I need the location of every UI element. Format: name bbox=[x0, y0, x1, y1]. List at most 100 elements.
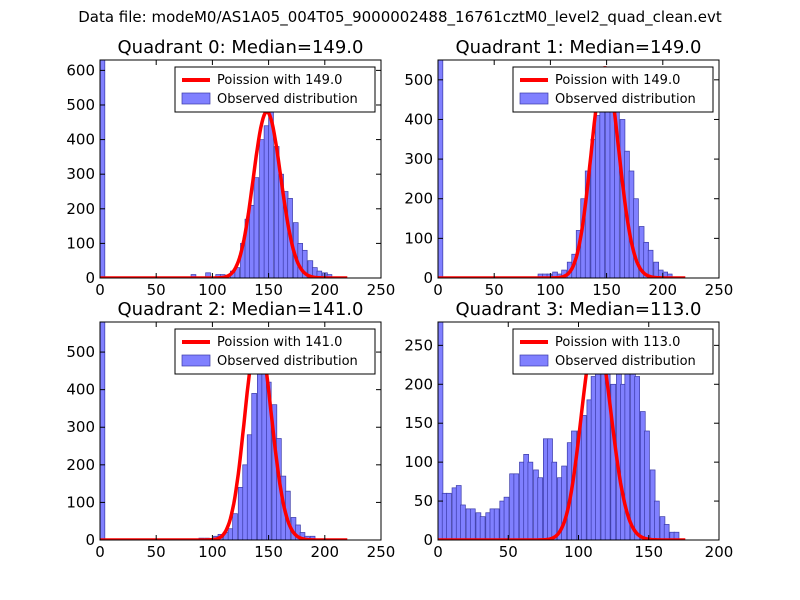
y-tick-label: 500 bbox=[66, 343, 95, 361]
histogram-bar bbox=[460, 504, 466, 540]
histogram-bar bbox=[503, 496, 510, 540]
y-tick-label: 200 bbox=[404, 375, 433, 393]
x-tick-label: 100 bbox=[564, 543, 593, 561]
histogram-bar bbox=[644, 430, 650, 540]
histogram-bar bbox=[249, 204, 255, 278]
histogram-bar bbox=[253, 177, 260, 278]
y-tick-label: 500 bbox=[66, 96, 95, 114]
legend-bar-swatch bbox=[519, 92, 549, 105]
y-tick-label: 0 bbox=[423, 531, 433, 549]
x-tick-label: 0 bbox=[433, 543, 443, 561]
y-tick-label: 500 bbox=[404, 71, 433, 89]
legend-box bbox=[512, 66, 714, 113]
y-tick-label: 100 bbox=[404, 229, 433, 247]
x-tick-label: 50 bbox=[147, 281, 166, 299]
poisson-curve bbox=[100, 110, 348, 278]
x-tick-label: 100 bbox=[198, 281, 227, 299]
histogram-bar bbox=[537, 477, 544, 540]
histogram-bar bbox=[666, 273, 673, 278]
histogram-bar bbox=[551, 461, 558, 540]
y-tick-label: 0 bbox=[85, 531, 95, 549]
axes-frame bbox=[99, 321, 382, 541]
histogram-bar bbox=[663, 524, 670, 540]
histogram-bar bbox=[100, 60, 106, 278]
y-tick-label: 400 bbox=[66, 131, 95, 149]
histogram-bar bbox=[633, 198, 639, 278]
figure-title: Data file: modeM0/AS1A05_004T05_90000024… bbox=[78, 8, 722, 26]
y-tick-label: 50 bbox=[414, 492, 433, 510]
plot-title: Quadrant 0: Median=149.0 bbox=[118, 37, 364, 58]
histogram-bar bbox=[513, 473, 520, 540]
histogram-bar bbox=[599, 95, 606, 278]
histogram-bar bbox=[673, 531, 680, 540]
x-tick-label: 250 bbox=[367, 281, 396, 299]
x-tick-label: 50 bbox=[485, 281, 504, 299]
legend-label-observed: Observed distribution bbox=[217, 92, 358, 107]
y-tick-label: 300 bbox=[404, 150, 433, 168]
y-tick-label: 200 bbox=[66, 200, 95, 218]
legend-box bbox=[174, 328, 376, 375]
x-tick-label: 250 bbox=[367, 543, 396, 561]
legend-label-poisson: Poission with 113.0 bbox=[555, 335, 680, 350]
histogram-bar bbox=[257, 362, 263, 540]
y-tick-label: 0 bbox=[85, 269, 95, 287]
histogram-bar bbox=[527, 461, 534, 540]
histogram-bar bbox=[595, 345, 601, 540]
plot-title: Quadrant 1: Median=149.0 bbox=[456, 37, 702, 58]
x-tick-label: 200 bbox=[705, 543, 734, 561]
y-tick-label: 250 bbox=[404, 336, 433, 354]
legend-bar-swatch bbox=[181, 354, 211, 367]
histogram-bar bbox=[237, 487, 244, 540]
legend-label-poisson: Poission with 149.0 bbox=[555, 73, 680, 88]
histogram-bar bbox=[647, 249, 654, 278]
histogram-bar bbox=[246, 434, 253, 540]
legend-box bbox=[512, 328, 714, 375]
bars-group bbox=[100, 322, 316, 540]
x-tick-label: 200 bbox=[648, 281, 677, 299]
legend-label-poisson: Poission with 141.0 bbox=[217, 335, 342, 350]
histogram-bar bbox=[446, 492, 452, 540]
histogram-bar bbox=[438, 322, 444, 540]
x-tick-label: 100 bbox=[198, 543, 227, 561]
histogram-bar bbox=[232, 513, 238, 540]
y-tick-label: 200 bbox=[66, 456, 95, 474]
x-tick-label: 0 bbox=[433, 281, 443, 299]
histogram-bar bbox=[259, 139, 265, 278]
histogram-bar bbox=[268, 111, 274, 278]
histogram-bar bbox=[493, 508, 500, 540]
x-tick-label: 50 bbox=[499, 543, 518, 561]
axes-frame bbox=[437, 59, 720, 279]
y-tick-label: 600 bbox=[66, 61, 95, 79]
histogram-bar bbox=[227, 528, 234, 540]
plot-title: Quadrant 2: Median=141.0 bbox=[118, 299, 364, 320]
y-tick-label: 400 bbox=[66, 381, 95, 399]
legend-box bbox=[174, 66, 376, 113]
bars-group bbox=[100, 60, 333, 278]
legend-label-poisson: Poission with 149.0 bbox=[217, 73, 342, 88]
legend-label-observed: Observed distribution bbox=[555, 354, 696, 369]
x-tick-label: 150 bbox=[254, 281, 283, 299]
y-tick-label: 150 bbox=[404, 414, 433, 432]
x-tick-label: 150 bbox=[592, 281, 621, 299]
histogram-bar bbox=[653, 261, 659, 278]
x-tick-label: 250 bbox=[705, 281, 734, 299]
x-tick-label: 200 bbox=[310, 281, 339, 299]
x-tick-label: 0 bbox=[95, 543, 105, 561]
poisson-curve bbox=[438, 331, 686, 540]
legend-label-observed: Observed distribution bbox=[217, 354, 358, 369]
histogram-bar bbox=[469, 508, 476, 540]
histogram-bar bbox=[316, 270, 323, 278]
histogram-bar bbox=[595, 115, 601, 278]
histogram-bar bbox=[479, 516, 486, 540]
plot-title: Quadrant 3: Median=113.0 bbox=[456, 299, 702, 320]
poisson-curve bbox=[100, 333, 348, 540]
legend-label-observed: Observed distribution bbox=[555, 92, 696, 107]
axes-frame bbox=[99, 59, 382, 279]
poisson-curve bbox=[438, 66, 686, 278]
legend-bar-swatch bbox=[519, 354, 549, 367]
x-tick-label: 150 bbox=[254, 543, 283, 561]
histogram-bar bbox=[100, 322, 106, 540]
subplot-quadrant-2: Quadrant 2: Median=141.0 0 50 100 150 200 250 0… bbox=[66, 299, 395, 561]
y-tick-label: 100 bbox=[66, 234, 95, 252]
histogram-bar bbox=[654, 500, 660, 540]
